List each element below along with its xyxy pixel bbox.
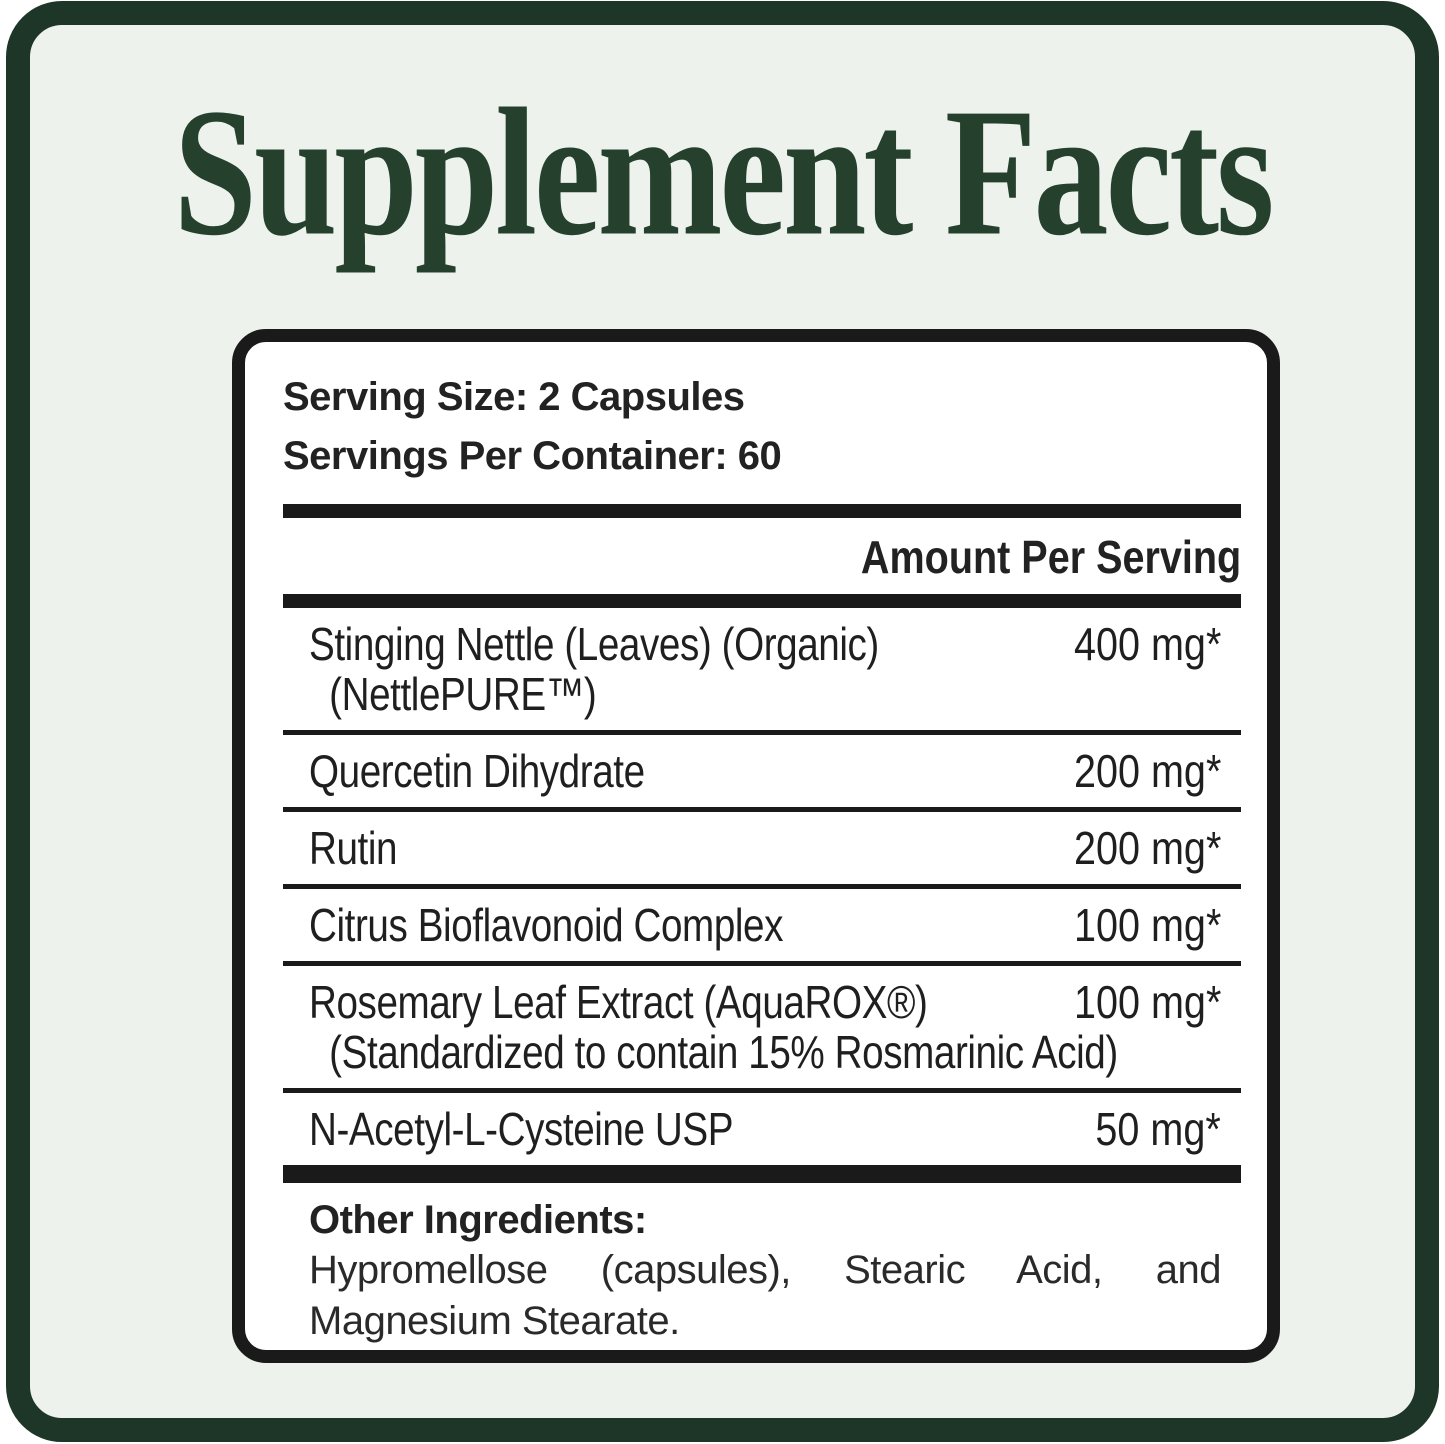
- ingredient-amount: 100 mg*: [1073, 976, 1221, 1028]
- ingredient-amount: 50 mg*: [1095, 1103, 1221, 1155]
- ingredient-row: N-Acetyl-L-Cysteine USP 50 mg*: [283, 1088, 1241, 1165]
- ingredient-amount: 100 mg*: [1073, 899, 1221, 951]
- ingredient-row: Stinging Nettle (Leaves) (Organic) (Nett…: [283, 608, 1241, 730]
- ingredient-rows: Stinging Nettle (Leaves) (Organic) (Nett…: [283, 608, 1241, 1165]
- ingredient-row: Citrus Bioflavonoid Complex 100 mg*: [283, 884, 1241, 961]
- ingredient-label: Quercetin Dihydrate: [309, 746, 645, 796]
- other-ingredients-heading: Other Ingredients:: [309, 1198, 647, 1242]
- ingredient-label: Citrus Bioflavonoid Complex: [309, 900, 783, 950]
- ingredient-label: Rosemary Leaf Extract (AquaROX®) (Standa…: [309, 977, 1118, 1077]
- ingredient-name: Rosemary Leaf Extract (AquaROX®): [309, 976, 928, 1028]
- serving-size-line: Serving Size: 2 Capsules: [283, 375, 745, 419]
- ingredient-name: Quercetin Dihydrate: [309, 745, 645, 797]
- ingredient-subnote: (NettlePURE™): [329, 668, 597, 720]
- supplement-facts-panel: Serving Size: 2 Capsules Servings Per Co…: [232, 329, 1280, 1363]
- page-title: Supplement Facts: [173, 71, 1275, 274]
- other-ingredients-body: Hypromellose (capsules), Stearic Acid, a…: [309, 1248, 1222, 1343]
- ingredient-amount: 200 mg*: [1073, 745, 1221, 797]
- ingredient-amount: 400 mg*: [1073, 618, 1221, 670]
- other-ingredients-section: Other Ingredients: Hypromellose (capsule…: [283, 1183, 1241, 1347]
- ingredient-row: Quercetin Dihydrate 200 mg*: [283, 730, 1241, 807]
- ingredient-name: N-Acetyl-L-Cysteine USP: [309, 1103, 734, 1155]
- ingredient-row: Rutin 200 mg*: [283, 807, 1241, 884]
- amount-per-serving-header: Amount Per Serving: [860, 531, 1241, 583]
- rule-thick-under-header: [283, 594, 1241, 608]
- ingredient-row: Rosemary Leaf Extract (AquaROX®) (Standa…: [283, 961, 1241, 1088]
- ingredient-name: Citrus Bioflavonoid Complex: [309, 899, 784, 951]
- ingredient-amount: 200 mg*: [1073, 822, 1221, 874]
- ingredient-label: Rutin: [309, 822, 398, 874]
- ingredient-label: Stinging Nettle (Leaves) (Organic) (Nett…: [309, 619, 879, 719]
- ingredient-name: Stinging Nettle (Leaves) (Organic): [309, 618, 879, 670]
- ingredient-name: Rutin: [309, 822, 398, 874]
- ingredient-label: N-Acetyl-L-Cysteine USP: [309, 1103, 734, 1155]
- ingredient-subnote: (Standardized to contain 15% Rosmarinic …: [329, 1026, 1118, 1078]
- serving-info: Serving Size: 2 Capsules Servings Per Co…: [283, 368, 1241, 486]
- rule-thick-top: [283, 504, 1241, 518]
- outer-frame: Supplement Facts Serving Size: 2 Capsule…: [6, 1, 1439, 1442]
- servings-per-container-line: Servings Per Container: 60: [283, 434, 782, 478]
- rule-heavy-bottom: [283, 1165, 1241, 1183]
- amount-header-row: Amount Per Serving: [283, 527, 1241, 587]
